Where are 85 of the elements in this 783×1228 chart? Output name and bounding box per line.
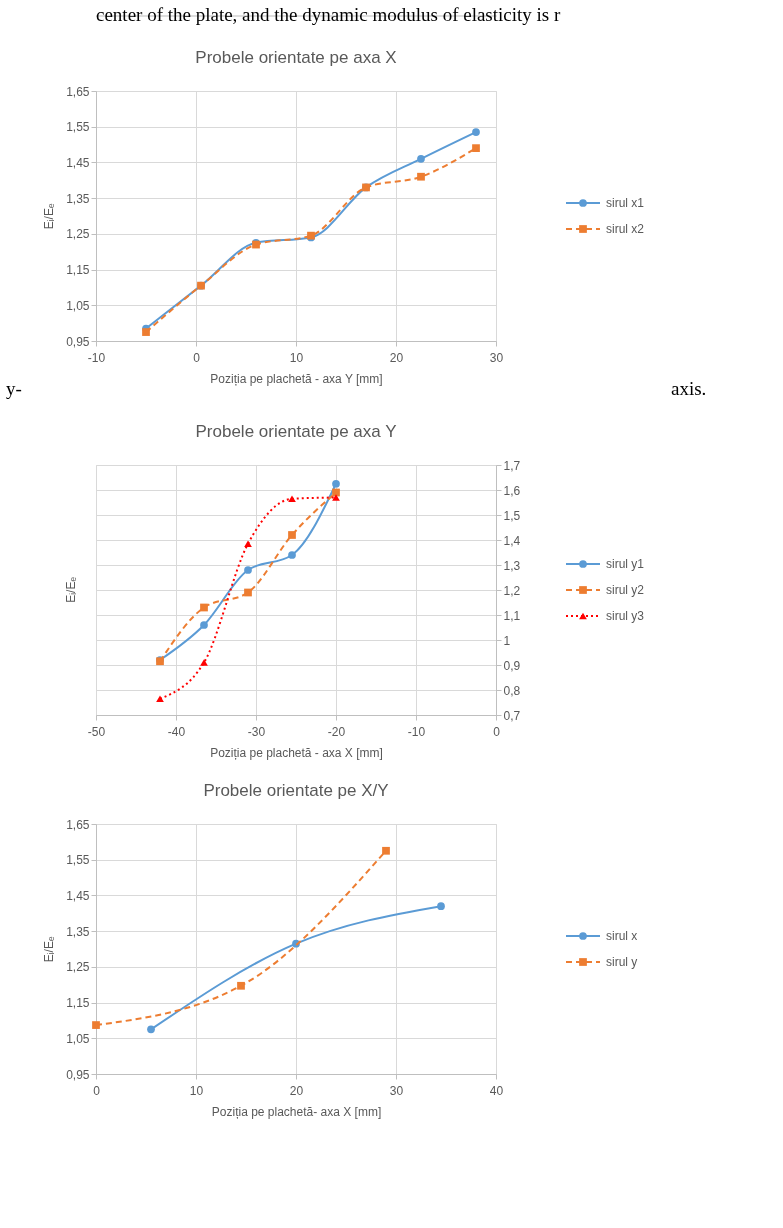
y-axis-title: Eᵢ/Eₑ: [64, 576, 78, 603]
x-tick-label: 0: [493, 724, 501, 739]
legend-label: sirul y3: [606, 609, 645, 623]
x-tick-label: -40: [167, 724, 186, 739]
text: center of the plate, and the dynamic modulus of elasticity is r: [96, 4, 561, 25]
y2-tick-label: 1,2: [503, 583, 521, 598]
y2-tick-label: 1,5: [503, 508, 521, 523]
x-tick-label: -30: [247, 724, 266, 739]
point: [332, 479, 340, 488]
point: [472, 128, 480, 136]
x-tick-label: -50: [87, 724, 106, 739]
point: [288, 495, 296, 503]
y2-tick-label: 1: [503, 633, 511, 648]
x-tick-label: 0: [193, 350, 201, 365]
point: [288, 531, 296, 539]
point: [200, 621, 208, 629]
y-tick-label: 1,35: [66, 924, 90, 939]
text: y-: [6, 378, 22, 399]
y-tick-label: 1,25: [66, 227, 90, 242]
point: [200, 603, 208, 612]
y-tick-label: 1,35: [66, 191, 90, 206]
point: [142, 328, 150, 336]
text: axis.: [671, 378, 707, 399]
y-tick-label: 1,55: [66, 120, 90, 135]
point: [244, 540, 252, 548]
point: [332, 494, 340, 501]
y2-tick-label: 1,7: [503, 458, 521, 473]
point: [237, 981, 245, 990]
x-axis-title: Poziția pe plachetă- axa X [mm]: [211, 1104, 382, 1119]
legend-label: sirul x2: [606, 222, 645, 236]
x-tick-label: 30: [489, 350, 504, 365]
y-tick-label: 1,05: [66, 298, 90, 313]
y2-tick-label: 0,7: [503, 708, 521, 723]
legend-label: sirul y2: [606, 583, 645, 597]
legend-label: sirul y: [606, 955, 638, 969]
x-tick-label: 10: [189, 1083, 204, 1098]
legend-label: sirul x: [606, 929, 638, 943]
y-tick-label: 1,65: [66, 817, 90, 832]
point: [147, 1025, 155, 1034]
y-tick-label: 1,15: [66, 263, 90, 278]
point: [472, 144, 480, 153]
point: [156, 695, 164, 703]
point: [244, 566, 252, 574]
x-tick-label: 20: [389, 350, 404, 365]
x-tick-label: 0: [93, 1083, 101, 1098]
point: [288, 551, 296, 559]
y-tick-label: 1,05: [66, 1031, 90, 1046]
point: [417, 154, 425, 163]
x-tick-label: -20: [327, 724, 346, 739]
y2-tick-label: 1,3: [503, 558, 521, 573]
y2-tick-label: 1,6: [503, 483, 521, 498]
y-tick-label: 0,95: [66, 1067, 90, 1082]
y-tick-label: 1,15: [66, 996, 90, 1011]
y-axis-title: Eᵢ/Eₑ: [42, 203, 57, 230]
y-tick-label: 1,45: [66, 155, 90, 170]
y-axis-title: Eᵢ/Eₑ: [42, 936, 57, 963]
y2-tick-label: 0,9: [503, 658, 521, 673]
x-tick-label: 20: [289, 1083, 304, 1098]
chart-title: Probele orientate pe axa Y: [195, 422, 397, 441]
y-tick-label: 1,25: [66, 960, 90, 975]
x-tick-label: -10: [87, 350, 106, 365]
point: [200, 659, 208, 666]
y-tick-label: 0,95: [66, 334, 90, 349]
legend-label: sirul x1: [606, 196, 645, 210]
point: [332, 488, 340, 497]
chart-title: Probele orientate pe X/Y: [203, 781, 389, 800]
x-axis-title: Poziția pe plachetă - axa X [mm]: [210, 745, 383, 760]
y-tick-label: 1,65: [66, 84, 90, 99]
x-tick-label: 30: [389, 1083, 404, 1098]
y2-tick-label: 1,4: [503, 533, 521, 548]
x-axis-title: Poziția pe plachetă - axa Y [mm]: [210, 371, 383, 386]
point: [92, 1021, 100, 1029]
y2-tick-label: 1,1: [503, 608, 521, 623]
point: [437, 902, 445, 911]
y-tick-label: 1,55: [66, 853, 90, 868]
y-tick-label: 1,45: [66, 888, 90, 903]
chart-title: Probele orientate pe axa X: [195, 48, 397, 67]
x-tick-label: 40: [489, 1083, 504, 1098]
x-tick-label: 10: [289, 350, 304, 365]
legend-label: sirul y1: [606, 557, 645, 571]
point: [244, 588, 252, 597]
y2-tick-label: 0,8: [503, 683, 521, 698]
x-tick-label: -10: [407, 724, 426, 739]
point: [382, 846, 390, 855]
point: [417, 172, 425, 181]
